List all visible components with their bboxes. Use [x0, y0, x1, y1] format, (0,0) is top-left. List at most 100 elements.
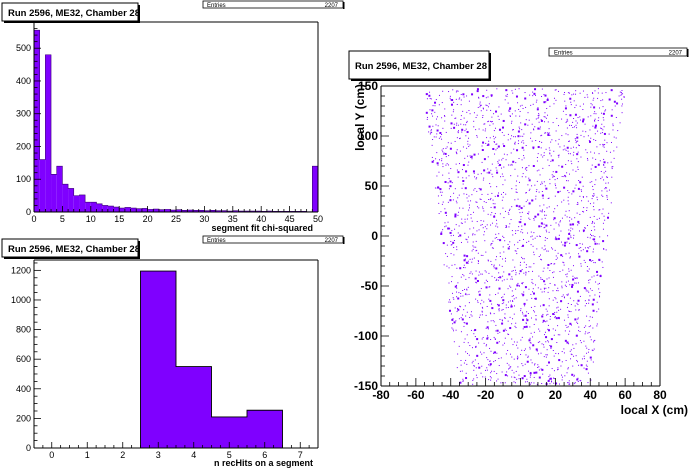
local-xy-hit-point	[526, 169, 528, 171]
local-xy-hit-point	[589, 246, 591, 248]
local-xy-hit-point	[461, 169, 463, 171]
local-xy-hit-point	[544, 331, 546, 333]
local-xy-hit-point	[472, 233, 474, 235]
local-xy-hit-point	[464, 130, 466, 132]
local-xy-hit-point	[519, 115, 521, 117]
local-xy-hit-point	[475, 178, 477, 180]
local-xy-hit-point	[606, 196, 608, 198]
local-xy-hit-point	[449, 299, 451, 301]
local-xy-hit-point	[576, 378, 579, 381]
local-xy-hit-point	[461, 128, 464, 131]
local-xy-hit-point	[495, 294, 497, 296]
local-xy-hit-point	[599, 209, 601, 211]
local-xy-hit-point	[603, 158, 605, 160]
local-xy-hit-point	[577, 166, 579, 168]
local-xy-hit-point	[448, 309, 451, 312]
local-xy-hit-point	[467, 342, 469, 344]
local-xy-hit-point	[486, 224, 488, 226]
local-xy-hit-point	[550, 338, 553, 341]
local-xy-hit-point	[620, 94, 622, 96]
local-xy-hit-point	[476, 338, 479, 341]
local-xy-hit-point	[512, 318, 514, 320]
local-xy-hit-point	[522, 108, 524, 110]
local-xy-hit-point	[499, 239, 502, 242]
local-xy-hit-point	[493, 141, 495, 143]
local-xy-hit-point	[469, 258, 471, 260]
local-xy-hit-point	[586, 360, 588, 362]
local-xy-hit-point	[467, 155, 469, 157]
local-xy-hit-point	[594, 133, 596, 135]
local-xy-hit-point	[537, 366, 539, 368]
nrechits-title-shadow-bottom	[4, 257, 140, 259]
local-xy-hit-point	[517, 102, 519, 104]
local-xy-hit-point	[485, 327, 487, 329]
local-xy-hit-point	[576, 122, 578, 124]
local-xy-hit-point	[453, 123, 455, 125]
local-xy-hit-point	[594, 236, 596, 238]
local-xy-hit-point	[491, 370, 493, 372]
local-xy-hit-point	[501, 319, 503, 321]
local-xy-hit-point	[495, 324, 497, 326]
local-xy-hit-point	[606, 150, 608, 152]
local-xy-hit-point	[492, 147, 495, 150]
local-xy-hit-point	[491, 264, 493, 266]
local-xy-hit-point	[539, 141, 541, 143]
local-xy-hit-point	[575, 104, 577, 106]
local-xy-hit-point	[479, 316, 481, 318]
local-xy-hit-point	[600, 178, 602, 180]
local-xy-hit-point	[523, 133, 525, 135]
local-xy-hit-point	[489, 376, 491, 378]
local-xy-hit-point	[554, 89, 556, 91]
local-xy-hit-point	[464, 187, 467, 190]
local-xy-hit-point	[471, 158, 473, 160]
local-xy-hit-point	[499, 163, 502, 166]
local-xy-hit-point	[552, 175, 554, 177]
local-xy-hit-point	[458, 163, 460, 165]
local-xy-hit-point	[496, 143, 498, 145]
local-xy-hit-point	[478, 96, 480, 98]
local-xy-hit-point	[484, 282, 486, 284]
local-xy-hit-point	[553, 370, 555, 372]
local-xy-hit-point	[575, 309, 577, 311]
local-xy-hit-point	[592, 235, 594, 237]
local-xy-hit-point	[521, 256, 523, 258]
local-xy-hit-point	[604, 188, 606, 190]
local-xy-hit-point	[540, 288, 542, 290]
local-xy-hit-point	[523, 142, 525, 144]
local-xy-hit-point	[460, 306, 462, 308]
local-xy-hit-point	[507, 243, 509, 245]
local-xy-hit-point	[445, 156, 447, 158]
local-xy-hit-point	[490, 109, 492, 111]
local-xy-hit-point	[482, 95, 485, 98]
local-xy-hit-point	[621, 98, 623, 100]
local-xy-hit-point	[529, 337, 531, 339]
local-xy-hit-point	[554, 195, 556, 197]
local-xy-hit-point	[567, 134, 569, 136]
local-xy-hit-point	[550, 160, 552, 162]
local-xy-hit-point	[513, 305, 515, 307]
local-xy-hit-point	[507, 164, 509, 166]
local-xy-hit-point	[473, 378, 475, 380]
local-xy-hit-point	[566, 306, 568, 308]
local-xy-hit-point	[618, 95, 620, 97]
local-xy-hit-point	[504, 313, 506, 315]
local-xy-hit-point	[462, 146, 464, 148]
local-xy-hit-point	[592, 327, 594, 329]
local-xy-hit-point	[493, 264, 495, 266]
local-xy-hit-point	[502, 207, 504, 209]
chi2-bin	[147, 209, 154, 212]
local-xy-hit-point	[486, 357, 488, 359]
local-xy-hit-point	[462, 93, 465, 96]
local-xy-hit-point	[463, 259, 466, 262]
local-xy-hit-point	[493, 113, 495, 115]
local-xy-hit-point	[584, 305, 586, 307]
local-xy-hit-point	[448, 227, 450, 229]
local-xy-hit-point	[547, 324, 549, 326]
local-xy-hit-point	[529, 342, 531, 344]
local-xy-hit-point	[546, 238, 548, 240]
local-xy-hit-point	[451, 318, 454, 321]
local-xy-hit-point	[498, 341, 500, 343]
local-xy-hit-point	[526, 167, 528, 169]
local-xy-hit-point	[477, 301, 479, 303]
local-xy-hit-point	[491, 163, 493, 165]
